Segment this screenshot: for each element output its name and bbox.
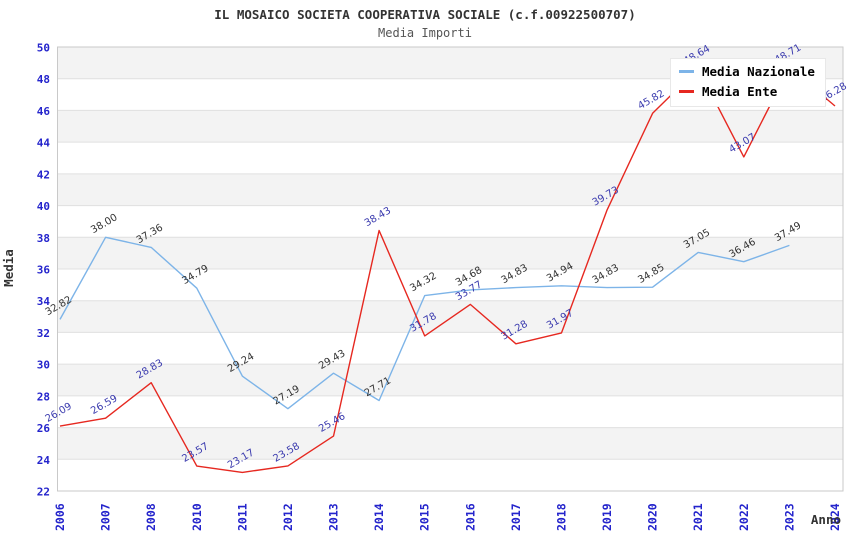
data-label: 45.82	[636, 88, 666, 112]
data-label: 34.32	[408, 271, 438, 295]
x-tick-label: 2007	[99, 503, 113, 531]
x-tick-label: 2014	[372, 503, 386, 531]
y-tick-label: 32	[37, 327, 50, 340]
x-tick-label: 2016	[463, 503, 477, 531]
x-tick-label: 2010	[190, 503, 204, 531]
x-tick-label: 2013	[327, 503, 341, 531]
plot-border	[57, 46, 844, 492]
grid-band	[57, 173, 843, 206]
chart-subtitle: Media Importi	[378, 26, 472, 40]
x-tick-label: 2012	[281, 503, 295, 531]
y-tick-label: 22	[37, 486, 50, 499]
legend-item-media-nazionale: Media Nazionale	[679, 63, 815, 80]
x-tick-labels: 2006 2007 2008 2010 2011 2012 2013 2014 2015 2016…	[53, 503, 842, 531]
legend-item-media-ente: Media Ente	[679, 83, 815, 100]
legend-label-media-ente: Media Ente	[702, 84, 778, 99]
x-axis-title: Anno	[811, 512, 841, 527]
y-tick-label: 24	[37, 454, 51, 467]
series-line-media-nazionale	[59, 236, 790, 410]
chart-title: IL MOSAICO SOCIETA COOPERATIVA SOCIALE (…	[214, 7, 636, 22]
grid-band	[57, 300, 843, 333]
blue-line-swatch-icon	[679, 70, 694, 73]
red-line-swatch-icon	[679, 90, 694, 93]
x-tick-label: 2015	[418, 503, 432, 531]
grid-band	[57, 427, 843, 460]
x-tick-label: 2022	[737, 503, 751, 531]
x-tick-label: 2018	[554, 503, 568, 531]
x-tick-label: 2023	[782, 503, 796, 531]
y-tick-label: 38	[37, 232, 50, 245]
x-tick-label: 2020	[646, 503, 660, 531]
x-tick-label: 2011	[235, 503, 249, 531]
y-tick-label: 26	[37, 422, 51, 435]
x-tick-label: 2021	[691, 503, 705, 531]
x-tick-label: 2019	[600, 503, 614, 531]
x-tick-label: 2024	[828, 503, 842, 531]
y-tick-label: 28	[37, 390, 50, 403]
y-tick-label: 34	[37, 295, 51, 308]
y-tick-label: 48	[37, 73, 50, 86]
y-tick-label: 40	[37, 200, 50, 213]
y-tick-label: 42	[37, 168, 50, 181]
y-tick-label: 30	[37, 359, 50, 372]
legend: Media Nazionale Media Ente	[670, 58, 826, 107]
y-tick-label: 44	[37, 137, 51, 150]
data-label: 38.43	[363, 205, 393, 229]
grid-bands	[57, 47, 843, 460]
y-tick-label: 36	[37, 264, 51, 277]
gridlines	[57, 78, 843, 460]
grid-band	[57, 364, 843, 396]
y-tick-label: 50	[37, 42, 50, 55]
data-label: 38.00	[89, 212, 119, 236]
grid-band	[57, 110, 843, 143]
x-tick-label: 2008	[144, 503, 158, 531]
y-tick-labels: 22 24 26 28 30 32 34 36 38 40 42 44 46 48 50	[37, 42, 51, 499]
data-label: 26.59	[89, 393, 119, 417]
y-axis-title: Media	[1, 249, 16, 287]
x-tick-label: 2006	[53, 503, 67, 531]
y-tick-label: 46	[37, 105, 51, 118]
legend-label-media-nazionale: Media Nazionale	[702, 64, 815, 79]
grid-band	[57, 237, 843, 269]
x-tick-label: 2017	[509, 503, 523, 531]
